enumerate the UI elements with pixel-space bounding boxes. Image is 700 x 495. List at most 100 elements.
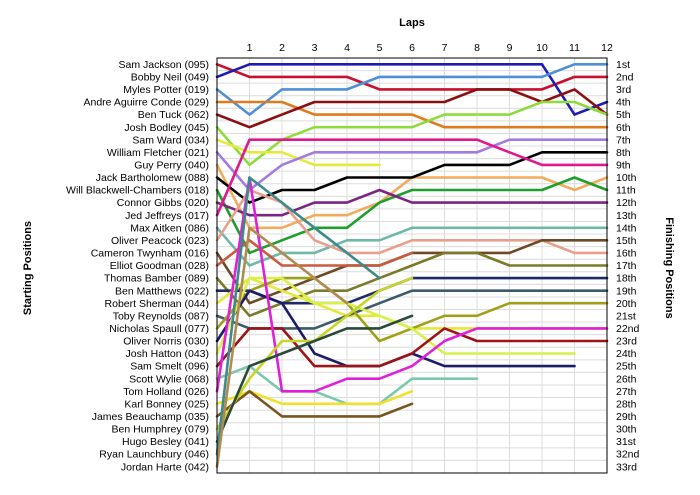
driver-label: Andre Aguirre Conde (029) [84,97,210,109]
finishing-position-label: 24th [616,348,637,360]
driver-label: Oliver Norris (030) [123,336,209,348]
driver-label: Will Blackwell-Chambers (018) [66,185,209,197]
lap-tick-label: 6 [409,42,415,54]
driver-label: Karl Bonney (025) [124,398,209,410]
series-line [215,176,381,456]
finishing-position-label: 26th [616,373,637,385]
series-line [215,63,609,91]
plot-border [216,57,608,474]
series-line [215,226,349,469]
driver-label: Jordan Harte (042) [121,461,209,473]
driver-label: Sam Ward (034) [132,134,209,146]
finishing-position-label: 21st [616,310,636,322]
driver-label: Max Aitken (086) [130,222,209,234]
series-line [215,138,609,217]
driver-label: Josh Bodley (045) [124,122,209,134]
finishing-position-label: 23rd [616,336,637,348]
finishing-position-label: 27th [616,386,637,398]
driver-label: Toby Reynolds (087) [113,310,209,322]
series-line [215,239,414,267]
lap-tick-labels: 1 2 3 4 5 6 7 8 9 10 11 12 [247,42,613,54]
series-lines [215,63,609,469]
finishing-position-label: 13th [616,210,637,222]
driver-label: Oliver Peacock (023) [111,235,209,247]
finishing-position-label: 4th [616,97,631,109]
finishing-position-label: 28th [616,398,637,410]
lap-tick-label: 5 [377,42,383,54]
finishing-position-label: 2nd [616,71,634,83]
finishing-position-label: 14th [616,222,637,234]
lap-tick-label: 7 [442,42,448,54]
series-line [215,314,414,443]
finishing-position-label: 18th [616,273,637,285]
driver-label: Guy Perry (040) [134,159,209,171]
series-line [215,63,609,116]
y-axis-title-right: Finishing Positions [663,217,675,318]
starting-position-labels: Sam Jackson (095)Bobby Neil (049)Myles P… [66,59,209,473]
finishing-position-label: 1st [616,59,630,71]
finishing-position-label: 20th [616,298,637,310]
series-line [215,151,609,204]
finishing-position-label: 9th [616,159,631,171]
lap-tick-label: 9 [507,42,513,54]
finishing-position-label: 11th [616,185,636,197]
lap-tick-label: 1 [247,42,253,54]
driver-label: Robert Sherman (044) [105,298,209,310]
finishing-position-label: 33rd [616,461,637,473]
finishing-position-label: 19th [616,285,637,297]
driver-label: Myles Potter (019) [123,84,209,96]
lap-tick-label: 8 [474,42,480,54]
driver-label: Ben Tuck (062) [138,109,209,121]
driver-label: Ryan Launchbury (046) [99,449,209,461]
finishing-position-label: 25th [616,361,637,373]
series-line [215,100,609,129]
driver-label: Hugo Besley (041) [122,436,209,448]
finishing-position-label: 6th [616,122,631,134]
driver-label: Josh Hatton (043) [126,348,209,360]
finishing-position-label: 30th [616,424,637,436]
series-line [215,327,609,368]
finishing-position-labels: 1st2nd3rd4th5th6th7th8th9th10th11th12th1… [616,59,640,473]
driver-label: Bobby Neil (049) [131,71,209,83]
finishing-position-label: 29th [616,411,637,423]
finishing-position-label: 5th [616,109,631,121]
x-axis-title: Laps [399,17,425,29]
finishing-position-label: 7th [616,134,631,146]
lap-tick-label: 4 [344,42,350,54]
y-axis-title-left: Starting Positions [22,221,34,315]
series-line [215,138,609,192]
finishing-position-label: 10th [616,172,637,184]
plot-frame [216,57,608,474]
driver-label: Ben Humphrey (079) [112,424,209,436]
driver-label: Elliot Goodman (028) [110,260,209,272]
driver-label: Sam Jackson (095) [119,59,209,71]
lap-tick-label: 3 [312,42,318,54]
driver-label: Jed Jeffreys (017) [125,210,209,222]
lap-tick-label: 12 [601,42,613,54]
series-line [215,389,414,418]
driver-label: Thomas Bamber (089) [104,273,209,285]
driver-label: James Beauchamp (035) [92,411,209,423]
finishing-position-label: 32nd [616,449,640,461]
driver-label: Jack Bartholomew (088) [96,172,209,184]
series-line [215,63,609,116]
finishing-position-label: 8th [616,147,631,159]
finishing-position-label: 22nd [616,323,640,335]
lap-tick-label: 2 [279,42,285,54]
driver-label: Tom Holland (026) [123,386,209,398]
finishing-position-label: 31st [616,436,636,448]
series-line [215,176,609,255]
finishing-position-label: 17th [616,260,637,272]
series-line [215,188,609,217]
finishing-position-label: 16th [616,248,637,260]
lap-tick-label: 11 [569,42,580,54]
driver-label: Ben Matthews (022) [115,285,209,297]
finishing-position-label: 15th [616,235,637,247]
driver-label: William Fletcher (021) [107,147,209,159]
finishing-position-label: 3rd [616,84,631,96]
driver-label: Connor Gibbs (020) [117,197,209,209]
series-line [215,176,609,393]
finishing-position-label: 12th [616,197,637,209]
driver-label: Nicholas Spaull (077) [109,323,209,335]
